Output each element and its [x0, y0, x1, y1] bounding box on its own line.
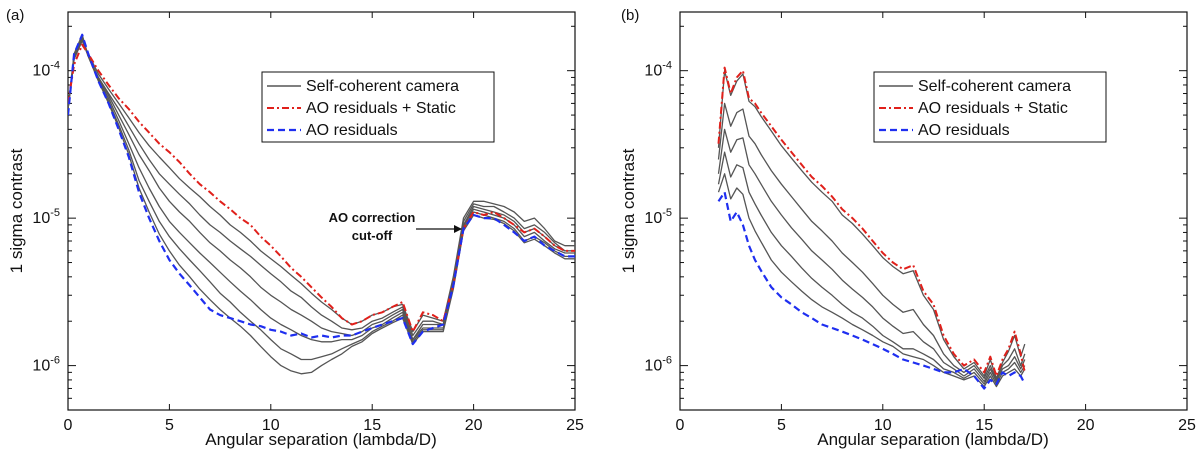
panel-b-legend: Self-coherent camera AO residuals + Stat… — [873, 71, 1107, 143]
panel-a-y-axis-title: 1 sigma contrast — [7, 148, 26, 273]
panel-b-y-tick-label-1: 10-5 — [644, 207, 672, 227]
panel-a-y-tick-label-1: 10-5 — [32, 207, 60, 227]
panel-b-legend-label-static: AO residuals + Static — [918, 100, 1068, 117]
panel-a-series — [68, 33, 575, 375]
panel-a-ticks: 0 5 10 15 20 25 10-6 10-5 10-4 — [32, 12, 584, 434]
panel-a-legend-label-ao: AO residuals — [306, 122, 398, 139]
panel-a-legend-label-scc: Self-coherent camera — [306, 78, 459, 95]
panel-a-legend: Self-coherent camera AO residuals + Stat… — [261, 71, 495, 143]
cutoff-annotation: AO correction cut-off — [329, 210, 462, 243]
panel-b-series-scc-3 — [717, 102, 1026, 381]
cutoff-annotation-line-2: cut-off — [352, 228, 393, 243]
panel-b-series-scc-4 — [717, 128, 1026, 383]
panel-a-label: (a) — [6, 7, 24, 24]
panel-b-series-scc-5 — [717, 151, 1026, 385]
panel-a-series-scc-5 — [68, 36, 575, 343]
panel-b-x-tick-label-2: 10 — [874, 417, 892, 434]
panel-b-series — [717, 66, 1026, 390]
panel-b-x-tick-label-1: 5 — [777, 417, 786, 434]
panel-a-y-tick-label-2: 10-4 — [32, 60, 60, 80]
panel-a-plot-frame — [67, 11, 576, 411]
panel-b-legend-label-ao: AO residuals — [918, 122, 1010, 139]
panel-b-x-tick-label-0: 0 — [676, 417, 685, 434]
panel-b-plot-frame — [679, 11, 1188, 411]
panel-a-x-tick-label-5: 25 — [566, 417, 584, 434]
panel-a-x-tick-label-1: 5 — [165, 417, 174, 434]
panel-b-x-tick-label-5: 25 — [1178, 417, 1196, 434]
panel-b-series-scc-6 — [717, 173, 1026, 388]
panel-a-x-tick-label-4: 20 — [465, 417, 483, 434]
panel-b-y-tick-label-0: 10-6 — [644, 355, 672, 375]
panel-a-legend-label-static: AO residuals + Static — [306, 100, 456, 117]
panel-a-series-scc-6 — [68, 36, 575, 361]
panel-a-series-ao-1 — [68, 33, 575, 346]
panel-b-y-axis-title: 1 sigma contrast — [619, 148, 638, 273]
panel-b-x-tick-label-4: 20 — [1077, 417, 1095, 434]
panel-a-series-scc-3 — [68, 39, 575, 337]
panel-b-x-axis-title: Angular separation (lambda/D) — [817, 430, 1049, 449]
panel-a: (a) 0 5 10 15 20 25 10-6 10-5 10-4 Angular separ… — [6, 7, 584, 449]
panel-b-series-static-0 — [717, 66, 1026, 377]
panel-b-series-ao-1 — [717, 191, 1026, 390]
panel-b-label: (b) — [621, 7, 639, 24]
cutoff-annotation-line-1: AO correction — [329, 210, 416, 225]
panel-a-x-tick-label-0: 0 — [64, 417, 73, 434]
panel-b-legend-label-scc: Self-coherent camera — [918, 78, 1071, 95]
panel-a-series-scc-4 — [68, 37, 575, 341]
panel-b: (b) 0 5 10 15 20 25 10-6 10-5 10-4 Angular separ… — [619, 7, 1196, 449]
panel-a-x-tick-label-3: 15 — [363, 417, 381, 434]
panel-b-ticks: 0 5 10 15 20 25 10-6 10-5 10-4 — [644, 12, 1196, 434]
panel-b-y-tick-label-2: 10-4 — [644, 60, 672, 80]
panel-a-x-axis-title: Angular separation (lambda/D) — [205, 430, 437, 449]
panel-b-x-tick-label-3: 15 — [975, 417, 993, 434]
panel-a-x-tick-label-2: 10 — [262, 417, 280, 434]
panel-a-y-tick-label-0: 10-6 — [32, 355, 60, 375]
panel-a-series-scc-2 — [68, 39, 575, 333]
